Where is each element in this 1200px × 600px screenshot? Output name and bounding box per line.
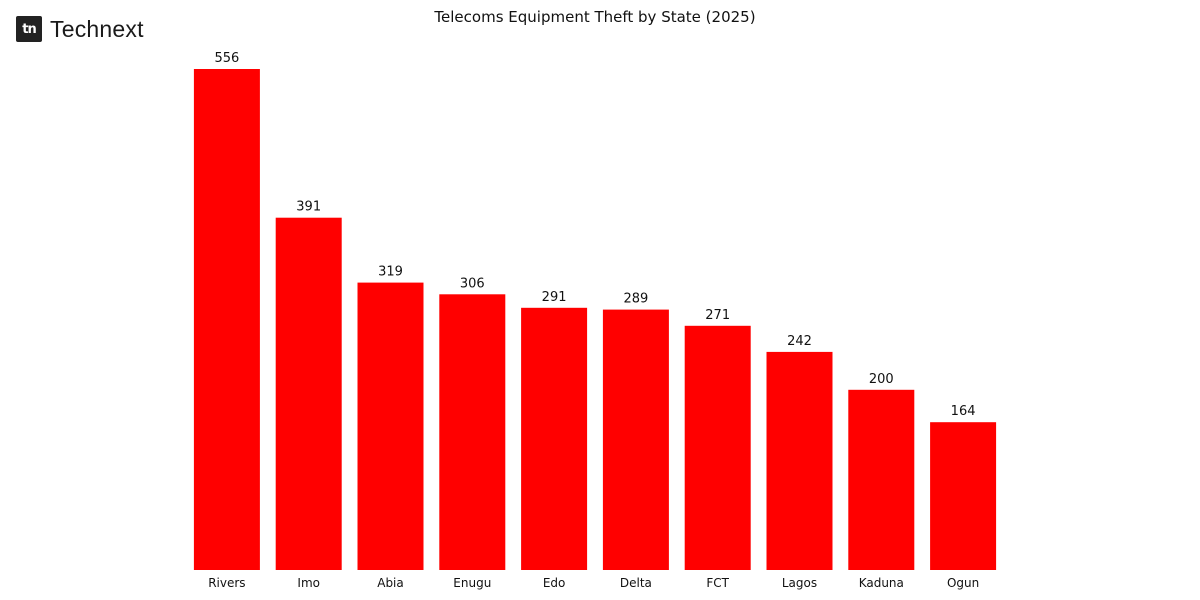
bar-ogun (930, 422, 997, 570)
data-label-delta: 289 (623, 292, 648, 307)
x-tick-label-imo: Imo (297, 576, 320, 590)
x-tick-label-delta: Delta (620, 576, 652, 590)
data-label-fct: 271 (705, 308, 730, 323)
bar-enugu (439, 294, 506, 570)
bar-lagos (766, 351, 833, 570)
data-label-kaduna: 200 (869, 372, 894, 387)
data-label-imo: 391 (296, 200, 321, 215)
bar-delta (602, 309, 669, 570)
bar-rivers (193, 69, 260, 570)
bar-abia (357, 282, 424, 570)
x-tick-label-enugu: Enugu (453, 576, 491, 590)
data-label-edo: 291 (542, 290, 567, 305)
brand-logo: tn Technext (16, 16, 144, 42)
data-label-ogun: 164 (951, 404, 976, 419)
chart-title: Telecoms Equipment Theft by State (2025) (434, 8, 756, 26)
data-label-lagos: 242 (787, 334, 812, 349)
data-label-rivers: 556 (214, 51, 239, 66)
x-tick-label-fct: FCT (706, 576, 729, 590)
x-tick-label-rivers: Rivers (208, 576, 245, 590)
data-label-enugu: 306 (460, 276, 485, 291)
bar-edo (521, 307, 588, 570)
x-tick-label-ogun: Ogun (947, 576, 979, 590)
bar-fct (684, 325, 751, 570)
data-label-abia: 319 (378, 265, 403, 280)
technext-logo-icon: tn (16, 16, 42, 42)
x-tick-label-kaduna: Kaduna (859, 576, 904, 590)
x-tick-label-lagos: Lagos (782, 576, 817, 590)
x-tick-label-edo: Edo (543, 576, 566, 590)
x-tick-label-abia: Abia (377, 576, 404, 590)
bar-kaduna (848, 389, 915, 570)
brand-name: Technext (50, 15, 144, 42)
bar-imo (275, 217, 342, 570)
